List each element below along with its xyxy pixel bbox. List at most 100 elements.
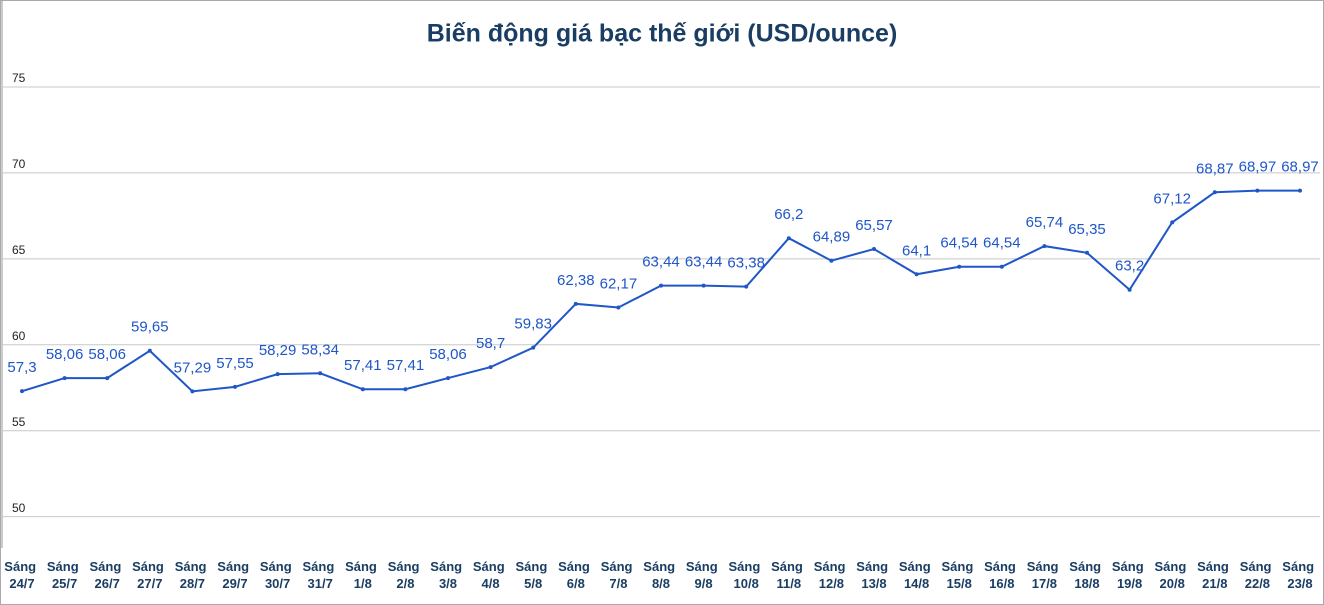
x-tick-label: Sáng 12/8 (814, 559, 849, 591)
x-tick-label: Sáng 10/8 (728, 559, 763, 591)
data-label: 57,55 (216, 355, 254, 372)
data-label: 63,38 (727, 255, 765, 272)
point (1127, 287, 1132, 292)
point (488, 365, 493, 370)
point (1298, 188, 1302, 193)
x-tick-label: Sáng 4/8 (473, 559, 508, 591)
x-tick-label: Sáng 21/8 (1197, 559, 1232, 591)
point (1085, 250, 1089, 255)
data-label: 65,57 (855, 217, 893, 234)
point (1170, 220, 1175, 225)
data-label: 59,65 (131, 319, 169, 336)
point (62, 376, 67, 381)
x-tick-label: Sáng 29/7 (217, 559, 252, 591)
point (318, 371, 323, 376)
x-tick-label: Sáng 26/7 (89, 559, 124, 591)
point (20, 389, 24, 394)
x-tick-label: Sáng 5/8 (515, 559, 550, 591)
point (105, 376, 110, 381)
x-tick-label: Sáng 11/8 (771, 559, 806, 591)
y-tick-label: 65 (12, 243, 26, 257)
y-tick-label: 75 (12, 71, 26, 85)
x-tick-label: Sáng 9/8 (686, 559, 721, 591)
data-label: 64,54 (983, 235, 1021, 252)
point (829, 258, 834, 263)
x-tick-label: Sáng 27/7 (132, 559, 167, 591)
point (275, 372, 280, 377)
y-tick-label: 70 (12, 157, 26, 171)
point (744, 284, 749, 289)
x-tick-label: Sáng 14/8 (899, 559, 934, 591)
point (233, 384, 237, 389)
data-label: 65,35 (1068, 221, 1106, 238)
x-tick-label: Sáng 28/7 (175, 559, 210, 591)
x-tick-label: Sáng 3/8 (430, 559, 465, 591)
point (1042, 244, 1047, 249)
point (872, 247, 876, 252)
point (1212, 190, 1217, 195)
point (1255, 188, 1260, 193)
x-tick-label: Sáng 17/8 (1027, 559, 1062, 591)
point (403, 387, 408, 392)
data-label: 58,7 (476, 335, 505, 352)
data-label: 63,44 (685, 254, 723, 271)
point (616, 305, 621, 310)
point (914, 272, 919, 277)
data-label: 64,54 (940, 235, 978, 252)
data-label: 58,06 (46, 346, 84, 363)
x-tick-label: Sáng 6/8 (558, 559, 593, 591)
x-tick-label: Sáng 13/8 (856, 559, 891, 591)
x-tick-label: Sáng 30/7 (260, 559, 295, 591)
point (957, 264, 962, 269)
x-tick-label: Sáng 19/8 (1112, 559, 1147, 591)
point (147, 348, 152, 353)
point (190, 389, 195, 394)
x-tick-label: Sáng 16/8 (984, 559, 1019, 591)
data-label: 64,1 (902, 242, 931, 259)
x-tick-label: Sáng 24/7 (4, 559, 39, 591)
data-label: 63,2 (1115, 258, 1144, 275)
point (360, 387, 365, 392)
data-label: 65,74 (1026, 214, 1064, 231)
x-tick-label: Sáng 1/8 (345, 559, 380, 591)
x-tick-label: Sáng 8/8 (643, 559, 678, 591)
data-label: 57,29 (174, 359, 212, 376)
x-tick-label: Sáng 18/8 (1069, 559, 1104, 591)
point (531, 345, 536, 350)
data-label: 62,38 (557, 272, 595, 289)
data-label: 68,97 (1239, 159, 1277, 176)
point (786, 236, 791, 241)
x-tick-label: Sáng 22/8 (1240, 559, 1275, 591)
x-tick-label: Sáng 15/8 (941, 559, 976, 591)
data-label: 63,44 (642, 254, 680, 271)
point (701, 283, 706, 288)
data-label: 57,41 (387, 357, 425, 374)
data-label: 57,3 (7, 359, 36, 376)
data-label: 58,06 (429, 346, 467, 363)
point (999, 264, 1004, 269)
chart-title: Biến động giá bạc thế giới (USD/ounce) (427, 20, 898, 48)
data-label: 68,97 (1281, 159, 1319, 176)
y-tick-label: 50 (12, 501, 26, 515)
data-label: 64,89 (813, 229, 851, 246)
data-label: 58,06 (88, 346, 126, 363)
x-tick-label: Sáng 7/8 (601, 559, 636, 591)
data-label: 58,34 (301, 341, 339, 358)
data-label: 66,2 (774, 206, 803, 223)
x-tick-label: Sáng 20/8 (1154, 559, 1189, 591)
x-tick-label: Sáng 25/7 (47, 559, 82, 591)
data-label: 68,87 (1196, 160, 1234, 177)
y-tick-label: 55 (12, 415, 26, 429)
data-label: 58,29 (259, 342, 297, 359)
y-tick-label: 60 (12, 329, 26, 343)
point (446, 376, 450, 381)
x-tick-label: Sáng 2/8 (388, 559, 423, 591)
x-tick-label: Sáng 23/8 (1282, 559, 1317, 591)
data-label: 59,83 (514, 316, 552, 333)
data-label: 57,41 (344, 357, 382, 374)
data-label: 67,12 (1153, 190, 1191, 207)
data-label: 62,17 (600, 275, 638, 292)
x-tick-label: Sáng 31/7 (302, 559, 337, 591)
